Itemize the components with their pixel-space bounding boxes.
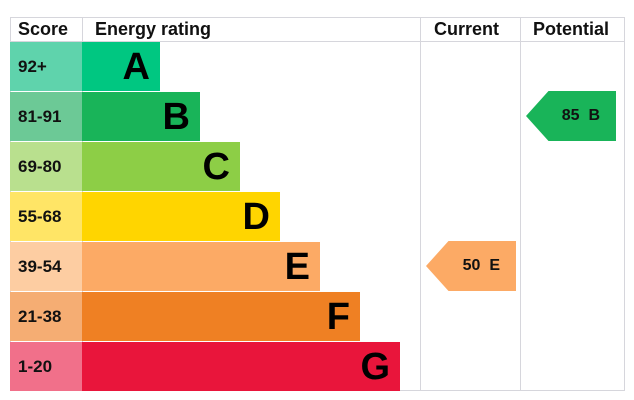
- score-range-b: 81-91: [10, 92, 82, 141]
- score-range-g: 1-20: [10, 342, 82, 391]
- score-range-f: 21-38: [10, 292, 82, 341]
- rating-letter: C: [202, 146, 230, 188]
- rating-letter: E: [284, 246, 310, 288]
- rating-letter: F: [326, 296, 350, 338]
- divider: [624, 17, 625, 391]
- header-energy-rating: Energy rating: [95, 19, 212, 39]
- rating-bar-b: B: [82, 92, 200, 141]
- score-range-d: 55-68: [10, 192, 82, 241]
- rating-letter: A: [122, 46, 150, 88]
- header-current: Current: [434, 19, 500, 39]
- divider: [520, 17, 521, 391]
- rating-bar-d: D: [82, 192, 280, 241]
- divider: [10, 41, 624, 42]
- score-range-e: 39-54: [10, 242, 82, 291]
- header-potential: Potential: [533, 19, 610, 39]
- rating-letter: B: [162, 96, 190, 138]
- potential-rating-arrow: 85 B: [526, 91, 616, 141]
- rating-bar-a: A: [82, 42, 160, 91]
- current-rating-label: 50 E: [462, 257, 500, 274]
- rating-letter: D: [242, 196, 270, 238]
- rating-bar-c: C: [82, 142, 240, 191]
- rating-bar-e: E: [82, 242, 320, 291]
- rating-letter: G: [360, 346, 390, 388]
- score-range-c: 69-80: [10, 142, 82, 191]
- header-score: Score: [18, 19, 69, 39]
- potential-rating-label: 85 B: [561, 107, 600, 124]
- rating-bar-f: F: [82, 292, 360, 341]
- current-rating-arrow: 50 E: [426, 241, 516, 291]
- rating-bar-g: G: [82, 342, 400, 391]
- divider: [10, 17, 624, 18]
- score-range-a: 92+: [10, 42, 82, 91]
- divider: [420, 17, 421, 391]
